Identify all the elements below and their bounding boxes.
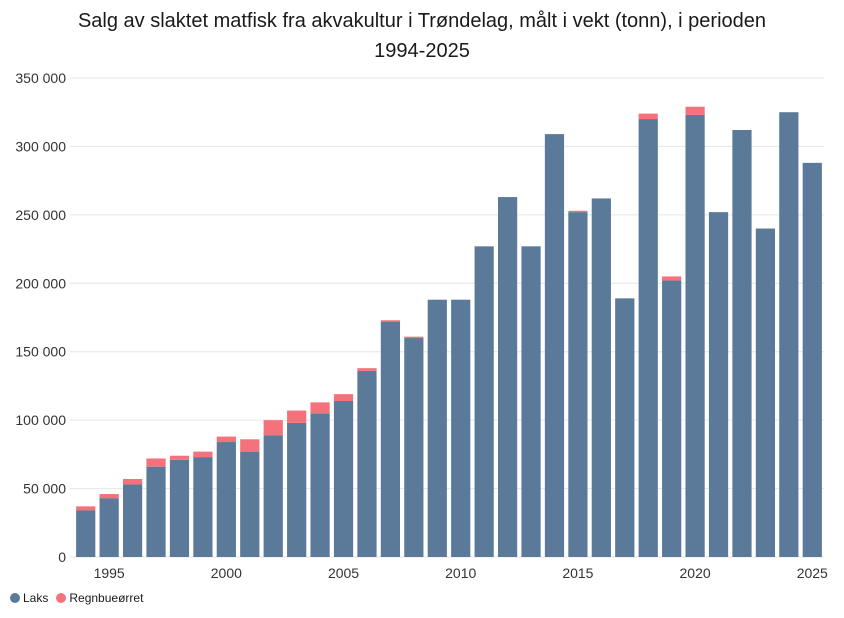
bar-laks-2003[interactable] bbox=[287, 422, 307, 557]
bar-laks-2022[interactable] bbox=[732, 130, 752, 557]
bar-regnbueorret-2015[interactable] bbox=[568, 210, 588, 213]
bar-laks-2007[interactable] bbox=[380, 321, 401, 557]
y-tick-label: 0 bbox=[58, 549, 66, 565]
y-tick-label: 200 000 bbox=[15, 275, 66, 291]
legend-dot-laks bbox=[10, 593, 20, 603]
bar-regnbueorret-1994[interactable] bbox=[76, 506, 96, 511]
bar-laks-2013[interactable] bbox=[521, 246, 541, 557]
legend-label-regnbueorret: Regnbueørret bbox=[69, 591, 144, 605]
x-axis-tick-labels: 1995 2000 2005 2010 2015 2020 2025 bbox=[94, 565, 828, 581]
chart-title-line-2: 1994-2025 bbox=[374, 40, 470, 62]
bar-laks-2023[interactable] bbox=[755, 228, 776, 558]
bar-laks-2021[interactable] bbox=[708, 212, 729, 557]
y-tick-label: 50 000 bbox=[23, 481, 66, 497]
bar-regnbueorret-2003[interactable] bbox=[287, 410, 307, 423]
bar-laks-1995[interactable] bbox=[99, 498, 119, 557]
bar-laks-2012[interactable] bbox=[497, 197, 518, 557]
legend-label-laks: Laks bbox=[23, 591, 49, 605]
bar-laks-2010[interactable] bbox=[451, 299, 471, 557]
x-tick-label: 2020 bbox=[680, 565, 711, 581]
bar-regnbueorret-2018[interactable] bbox=[638, 113, 658, 120]
bar-laks-2009[interactable] bbox=[427, 299, 447, 557]
bar-regnbueorret-2019[interactable] bbox=[662, 276, 682, 281]
bar-laks-1997[interactable] bbox=[146, 466, 166, 557]
bar-laks-2000[interactable] bbox=[216, 442, 236, 557]
bar-laks-2019[interactable] bbox=[662, 280, 682, 557]
bar-laks-2006[interactable] bbox=[357, 370, 377, 557]
bar-regnbueorret-2002[interactable] bbox=[263, 420, 283, 436]
y-axis-tick-labels: 0 50 000 100 000 150 000 200 000 250 000 300 0… bbox=[15, 70, 66, 565]
legend-item-regnbueorret[interactable]: Regnbueørret bbox=[56, 591, 143, 605]
bar-laks-2018[interactable] bbox=[638, 119, 658, 557]
bar-laks-1998[interactable] bbox=[169, 459, 190, 557]
y-tick-label: 150 000 bbox=[15, 344, 66, 360]
bar-laks-2014[interactable] bbox=[544, 134, 565, 558]
bar-laks-2005[interactable] bbox=[333, 400, 354, 557]
bar-regnbueorret-1999[interactable] bbox=[193, 451, 213, 458]
bar-laks-2025[interactable] bbox=[802, 162, 822, 557]
legend-item-laks[interactable]: Laks bbox=[10, 591, 48, 605]
chart-title-line-1: Salg av slaktet matfisk fra akvakultur i… bbox=[77, 10, 767, 32]
bars bbox=[76, 106, 822, 558]
bar-laks-2017[interactable] bbox=[615, 298, 635, 557]
bar-regnbueorret-2004[interactable] bbox=[310, 402, 330, 414]
bar-regnbueorret-2000[interactable] bbox=[216, 436, 236, 443]
bar-laks-2020[interactable] bbox=[685, 114, 705, 557]
x-tick-label: 2005 bbox=[328, 565, 359, 581]
bar-regnbueorret-2020[interactable] bbox=[685, 106, 705, 115]
x-tick-label: 2015 bbox=[562, 565, 593, 581]
legend-dot-regnbueorret bbox=[56, 593, 67, 603]
bar-laks-1999[interactable] bbox=[193, 457, 213, 557]
legend: Laks Regnbueørret bbox=[10, 591, 151, 605]
bar-regnbueorret-2008[interactable] bbox=[404, 336, 424, 339]
bar-laks-2011[interactable] bbox=[474, 246, 494, 557]
bar-laks-2002[interactable] bbox=[263, 435, 283, 557]
y-tick-label: 300 000 bbox=[15, 138, 66, 154]
bar-regnbueorret-2005[interactable] bbox=[333, 394, 354, 401]
x-tick-label: 1995 bbox=[94, 565, 125, 581]
bar-regnbueorret-1997[interactable] bbox=[146, 458, 166, 467]
bar-laks-2004[interactable] bbox=[310, 413, 330, 557]
bar-regnbueorret-1996[interactable] bbox=[122, 478, 143, 485]
y-tick-label: 350 000 bbox=[15, 70, 66, 86]
bar-regnbueorret-2007[interactable] bbox=[380, 320, 401, 322]
bar-laks-2016[interactable] bbox=[591, 198, 611, 557]
bar-regnbueorret-2001[interactable] bbox=[240, 439, 260, 452]
bar-laks-1996[interactable] bbox=[122, 484, 143, 557]
bar-laks-2008[interactable] bbox=[404, 338, 424, 557]
x-tick-label: 2010 bbox=[445, 565, 476, 581]
bar-laks-1994[interactable] bbox=[76, 510, 96, 557]
x-tick-label: 2000 bbox=[211, 565, 242, 581]
x-tick-label: 2025 bbox=[797, 565, 828, 581]
chart-title: Salg av slaktet matfisk fra akvakultur i… bbox=[0, 6, 844, 66]
y-tick-label: 250 000 bbox=[15, 207, 66, 223]
bar-laks-2024[interactable] bbox=[779, 112, 799, 558]
bar-regnbueorret-2006[interactable] bbox=[357, 368, 377, 371]
bar-regnbueorret-1995[interactable] bbox=[99, 494, 119, 499]
bar-regnbueorret-1998[interactable] bbox=[169, 455, 190, 460]
bar-laks-2001[interactable] bbox=[240, 451, 260, 557]
bar-laks-2015[interactable] bbox=[568, 212, 588, 557]
y-tick-label: 100 000 bbox=[15, 412, 66, 428]
